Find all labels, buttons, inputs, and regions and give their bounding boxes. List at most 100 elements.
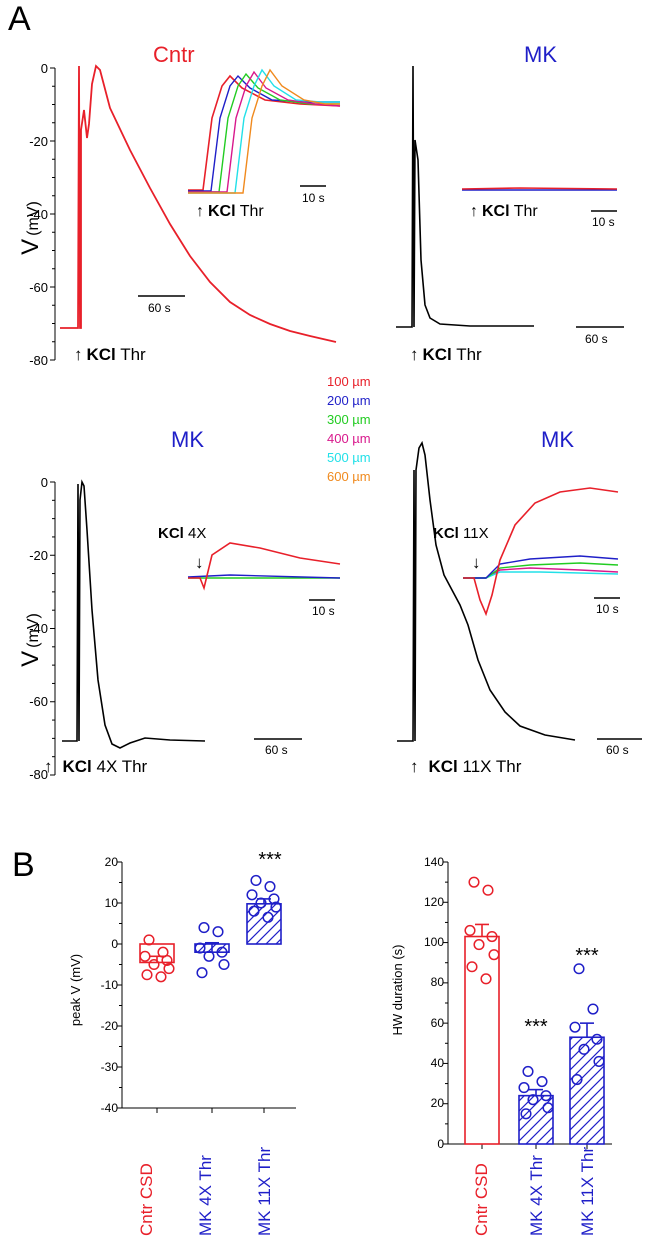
inset-mk-thr-stim-arrow: ↑	[470, 203, 478, 220]
bar2-point-1-5	[542, 1102, 554, 1114]
bar1-ytick-2: 0	[111, 937, 118, 951]
inset-cntr-scalebar-label: 10 s	[302, 191, 325, 205]
trace-mk-11x-scalebar-label: 60 s	[606, 743, 629, 757]
bar2-point-2-4	[578, 1043, 590, 1055]
bar2-ylabel: HW duration (s)	[390, 944, 405, 1035]
trace-mk-4x-ytick-4: -80	[29, 767, 48, 782]
bar2-point-1-6	[520, 1108, 532, 1120]
bar2-ytick-3: 80	[431, 975, 445, 989]
inset-mk-thr-scalebar-label: 10 s	[592, 215, 615, 229]
inset-11x-stimulus-label: KCl 11X	[433, 525, 489, 542]
bar2-xtick-0: Cntr CSD	[472, 1163, 491, 1236]
inset-mk-thr-stim-rest: Thr	[510, 203, 539, 220]
bar1-xtick-0: Cntr CSD	[137, 1163, 156, 1236]
trace-mk-thr-stimulus: ↑ KCl Thr	[410, 345, 482, 364]
bar2-point-1-1	[536, 1076, 548, 1088]
trace-mk-4x-ytick-3: -60	[29, 694, 48, 709]
trace-mk-11x-stim-rest: 11X Thr	[458, 757, 522, 776]
inset-4x-stim-kcl: KCl	[158, 525, 184, 542]
trace-mk-thr-stim-arrow: ↑	[410, 345, 419, 364]
trace-cntr-stim-kcl: KCl	[87, 345, 116, 364]
bar1-point-0-6	[141, 969, 153, 981]
bar2-point-2-0	[573, 963, 585, 975]
trace-cntr-stim-rest: Thr	[116, 345, 146, 364]
inset-cntr-line-600	[188, 68, 340, 194]
bar2-ytick-4: 60	[431, 1016, 445, 1030]
bar1-point-0-4	[148, 958, 160, 971]
trace-cntr-ylabel-unit: (mV)	[25, 201, 42, 236]
bar2-xtick-1: MK 4X Thr	[527, 1155, 546, 1236]
trace-cntr-stim-arrow: ↑	[74, 345, 83, 364]
bar1-point-2-5	[270, 901, 282, 913]
panel-label-a: A	[8, 0, 31, 38]
bar1-point-1-3	[216, 946, 228, 958]
bar2-point-2-6	[571, 1073, 583, 1086]
inset-4x-stim-rest: 4X	[184, 525, 207, 542]
bar1-point-2-7	[262, 911, 274, 923]
trace-mk-4x-ticks	[50, 481, 55, 776]
bar1-ytick-0: 20	[105, 855, 119, 869]
bar2-ytick-7: 0	[437, 1137, 444, 1151]
bar1-point-2-1	[264, 881, 276, 893]
legend: 100 µm 200 µm 300 µm 400 µm 500 µm 600 µ…	[327, 374, 371, 484]
inset-cntr-stim-kcl: KCl	[208, 203, 236, 220]
bar1-ytick-1: 10	[105, 896, 119, 910]
trace-cntr-ytick-1: -20	[29, 134, 48, 149]
inset-mk-thr-line-100	[461, 187, 618, 190]
bar1-ytick-6: -40	[101, 1101, 119, 1115]
bar2-point-0-0	[468, 876, 480, 888]
bar2-point-0-3	[486, 930, 498, 943]
trace-mk-11x-title: MK	[541, 427, 574, 452]
bar1-point-2-3	[268, 893, 280, 905]
bar2-point-2-3	[591, 1033, 603, 1045]
trace-mk-4x-stimulus: ↑ KCl 4X Thr	[44, 757, 148, 776]
trace-mk-4x-inset: 10 s KCl 4X ↓	[158, 525, 341, 618]
inset-cntr-line-400	[188, 70, 341, 193]
trace-cntr-ytick-2: -40	[29, 207, 48, 222]
bar2-ytick-1: 120	[424, 895, 444, 909]
inset-cntr-stim-rest: Thr	[236, 203, 265, 220]
bar2-point-0-6	[466, 961, 478, 973]
trace-mk-thr-inset: 10 s ↑ KCl Thr	[461, 187, 618, 229]
trace-mk-11x-stim-kcl: KCl	[429, 757, 458, 776]
bar1-point-1-6	[196, 967, 208, 979]
trace-cntr-title: Cntr	[153, 42, 195, 67]
legend-item-500: 500 µm	[327, 450, 371, 465]
trace-mk-4x-line	[62, 479, 206, 749]
bar1-point-1-1	[212, 926, 224, 938]
inset-11x-line-200	[463, 555, 619, 579]
trace-cntr-ytick-4: -80	[29, 353, 48, 368]
trace-mk-thr-line	[396, 65, 534, 328]
bar1-ytick-4: -20	[101, 1019, 119, 1033]
trace-mk-thr-panel: MK 60 s ↑ KCl Thr 10 s ↑ KCl Thr	[396, 42, 624, 364]
bar2-point-1-0	[522, 1065, 534, 1078]
legend-item-400: 400 µm	[327, 431, 371, 446]
bar1-point-0-5	[163, 963, 175, 975]
inset-cntr-line-100	[188, 74, 341, 191]
trace-cntr-ytick-0: 0	[41, 61, 48, 76]
bar2-marks	[464, 876, 605, 1145]
trace-cntr-ticks	[50, 67, 55, 361]
bar1-point-1-0	[198, 922, 210, 934]
inset-cntr-line-300	[188, 72, 340, 193]
trace-mk-4x-ytick-2: -40	[29, 621, 48, 636]
bar1-axes	[117, 861, 296, 1113]
trace-mk-4x-ytick-0: 0	[41, 475, 48, 490]
bar2-ytick-2: 100	[424, 935, 444, 949]
bar1-point-2-0	[250, 874, 262, 887]
inset-mk-thr-stimulus: ↑ KCl Thr	[470, 203, 538, 220]
trace-cntr-ylabel: V (mV)	[17, 201, 44, 255]
trace-mk-4x-ylabel: V (mV)	[17, 613, 44, 667]
trace-cntr-line	[60, 64, 337, 343]
bar1-point-0-0	[143, 934, 155, 946]
bar-chart-hw-duration: HW duration (s) 140 120 100 80 60 40 20 …	[390, 855, 612, 1236]
trace-mk-4x-stim-kcl: KCl	[63, 757, 92, 776]
trace-cntr-ylabel-v: V	[17, 239, 44, 255]
bar2-point-2-1	[587, 1003, 599, 1015]
bar1-significance-2: ***	[258, 849, 282, 871]
bar1-point-0-2	[139, 950, 151, 962]
bar2-ytick-5: 40	[431, 1056, 445, 1070]
trace-mk-4x-panel: MK V (mV) 0 -20 -40 -60 -80 60 s ↑ KCl 4X …	[17, 427, 341, 782]
trace-mk-11x-panel: MK 60 s ↑ KCl 11X Thr 10 s KCl 11X ↓	[397, 427, 642, 776]
